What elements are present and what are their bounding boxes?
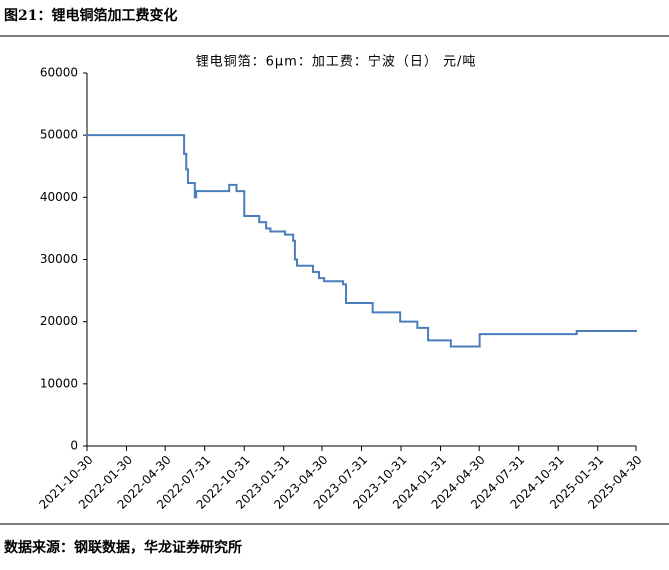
y-tick-label: 10000 xyxy=(40,376,78,390)
y-tick-label: 30000 xyxy=(40,252,78,266)
y-tick-label: 20000 xyxy=(40,314,78,328)
source: 数据来源：钢联数据，华龙证券研究所 xyxy=(4,539,242,556)
y-tick-label: 50000 xyxy=(40,128,78,142)
chart-title: 锂电铜箔：6μm：加工费：宁波（日） 元/吨 xyxy=(196,54,477,70)
y-tick-label: 0 xyxy=(70,439,78,453)
y-tick-label: 40000 xyxy=(40,190,78,204)
y-tick-label: 60000 xyxy=(40,66,78,80)
figure-title: 图21：锂电铜箔加工费变化 xyxy=(4,7,177,24)
